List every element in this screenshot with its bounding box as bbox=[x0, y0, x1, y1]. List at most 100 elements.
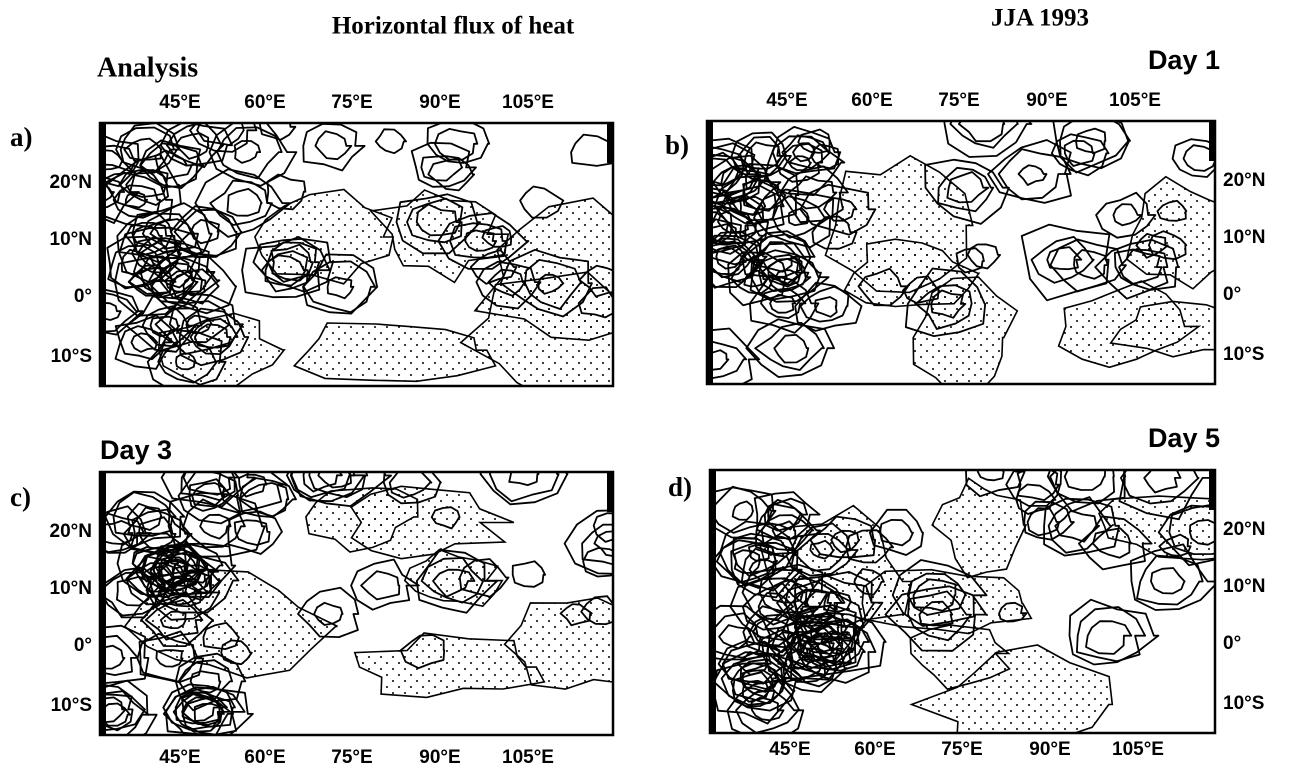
contour-line bbox=[149, 315, 181, 338]
contour-line bbox=[430, 506, 461, 530]
lon-label: 60°E bbox=[244, 747, 285, 768]
contour-line bbox=[1136, 554, 1204, 606]
contour-line bbox=[809, 539, 835, 560]
contour-line bbox=[258, 123, 297, 141]
contour-line bbox=[1054, 509, 1100, 543]
contour-line bbox=[270, 243, 314, 282]
contour-line bbox=[174, 132, 210, 160]
contour-line bbox=[241, 236, 331, 299]
contour-line bbox=[879, 519, 914, 547]
contour-line bbox=[106, 235, 172, 290]
contour-line bbox=[710, 612, 762, 659]
contour-line bbox=[1015, 483, 1057, 515]
contour-line bbox=[707, 218, 748, 255]
contour-line bbox=[360, 570, 401, 601]
contour-line bbox=[731, 500, 754, 521]
lat-label: 20°N bbox=[50, 521, 92, 542]
contour-line bbox=[741, 669, 779, 698]
contour-line bbox=[906, 572, 967, 616]
contour-line bbox=[720, 185, 779, 225]
contour-line bbox=[399, 634, 446, 669]
contour-line bbox=[138, 516, 177, 550]
contour-line bbox=[707, 230, 768, 284]
contour-line bbox=[808, 618, 870, 664]
contour-line bbox=[726, 679, 805, 733]
contour-line bbox=[122, 506, 193, 555]
coast-right bbox=[1209, 470, 1215, 510]
contour-line bbox=[112, 184, 161, 219]
stipple-region bbox=[353, 632, 546, 699]
contour-line bbox=[115, 126, 178, 173]
contour-line bbox=[753, 491, 821, 540]
contour-line bbox=[202, 622, 240, 650]
contour-line bbox=[1092, 527, 1132, 559]
contour-line bbox=[869, 508, 924, 556]
contour-line bbox=[1112, 203, 1143, 227]
contour-line bbox=[760, 514, 815, 552]
panel-heading: Day 5 bbox=[1148, 423, 1220, 453]
contour-line bbox=[797, 128, 831, 154]
contour-line bbox=[144, 599, 204, 641]
contour-line bbox=[1049, 470, 1115, 505]
contour-line bbox=[907, 590, 972, 642]
contour-line bbox=[426, 123, 491, 164]
contour-line bbox=[707, 137, 760, 198]
contour-line bbox=[710, 604, 772, 661]
lon-label: 105°E bbox=[1112, 739, 1164, 760]
contour-line bbox=[123, 137, 163, 161]
contour-map bbox=[707, 121, 1215, 384]
panel-frame bbox=[705, 119, 1217, 386]
lat-label: 10°N bbox=[1223, 227, 1265, 248]
contour-line bbox=[805, 573, 876, 628]
contour-line bbox=[150, 255, 237, 315]
contour-line bbox=[107, 245, 163, 289]
stipple-region bbox=[292, 322, 497, 383]
contour-line bbox=[252, 238, 334, 293]
contour-line bbox=[918, 600, 954, 627]
contour-line bbox=[511, 560, 546, 588]
contour-line bbox=[799, 183, 877, 236]
contour-line bbox=[771, 520, 797, 541]
contour-line bbox=[104, 490, 186, 549]
contour-line bbox=[160, 472, 256, 508]
contour-line bbox=[1073, 249, 1109, 280]
contour-line bbox=[174, 652, 247, 712]
lon-label: 105°E bbox=[502, 747, 554, 768]
contour-line bbox=[167, 492, 266, 558]
contour-line bbox=[153, 542, 237, 598]
contour-line bbox=[811, 215, 858, 250]
contour-line bbox=[740, 230, 816, 285]
contour-line bbox=[388, 472, 433, 499]
contour-line bbox=[415, 203, 462, 237]
contour-line bbox=[170, 268, 220, 305]
contour-line bbox=[559, 603, 593, 627]
contour-line bbox=[712, 651, 804, 712]
contour-line bbox=[578, 264, 613, 298]
lon-label: 90°E bbox=[1029, 739, 1070, 760]
contour-line bbox=[810, 143, 840, 170]
contour-line bbox=[707, 142, 762, 205]
contour-line bbox=[174, 691, 228, 725]
contour-line bbox=[845, 529, 894, 564]
contour-line bbox=[730, 658, 785, 705]
contour-line bbox=[1076, 606, 1146, 663]
contour-line bbox=[1026, 507, 1060, 537]
panel-letter: c) bbox=[10, 482, 31, 512]
contour-line bbox=[755, 503, 821, 555]
contour-line bbox=[949, 121, 1019, 149]
contour-map bbox=[100, 123, 613, 386]
contour-line bbox=[100, 287, 144, 336]
contour-line bbox=[581, 523, 613, 566]
contour-line bbox=[226, 188, 263, 217]
contour-line bbox=[830, 529, 861, 554]
contour-line bbox=[449, 222, 508, 259]
contour-line bbox=[415, 549, 498, 614]
contour-line bbox=[769, 293, 797, 314]
contour-line bbox=[733, 549, 761, 574]
contour-line bbox=[209, 179, 273, 226]
contour-line bbox=[100, 174, 126, 208]
contour-line bbox=[730, 541, 803, 599]
contour-line bbox=[563, 509, 613, 575]
contour-line bbox=[1156, 199, 1188, 222]
contour-line bbox=[1113, 248, 1169, 291]
